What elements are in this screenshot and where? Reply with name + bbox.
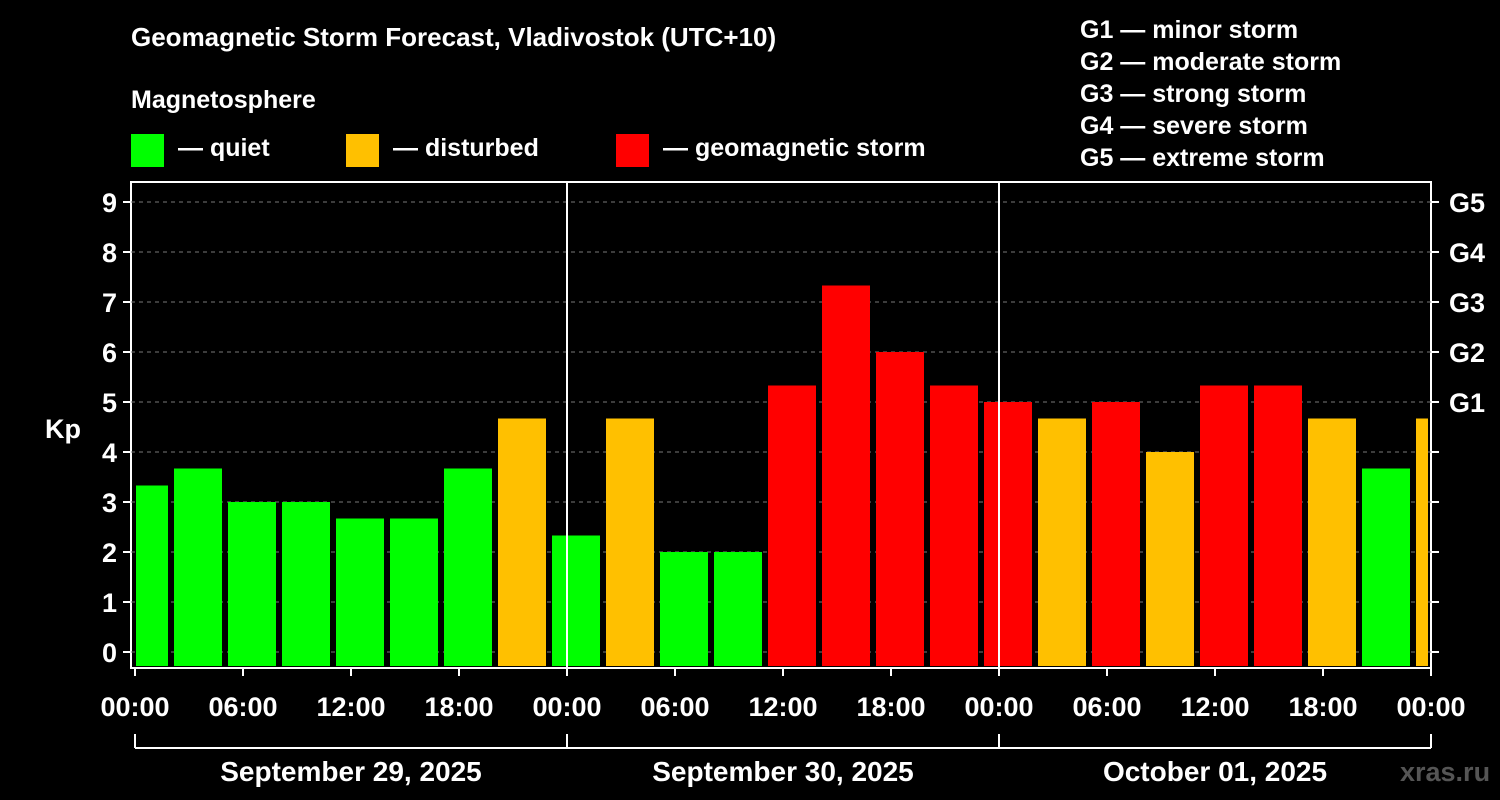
y-tick-label: 6 xyxy=(102,338,117,368)
legend-swatch-disturbed xyxy=(346,134,379,167)
kp-bar xyxy=(660,552,708,666)
y-tick-label: 2 xyxy=(102,538,117,568)
x-tick-label: 00:00 xyxy=(100,692,169,722)
x-tick-label: 06:00 xyxy=(208,692,277,722)
kp-bar xyxy=(984,402,1032,666)
kp-bar xyxy=(930,385,978,666)
y-tick-label: 7 xyxy=(102,288,117,318)
kp-bar xyxy=(1038,418,1086,666)
kp-bar xyxy=(136,485,168,666)
kp-bar xyxy=(876,352,924,666)
kp-bar xyxy=(1092,402,1140,666)
x-tick-label: 18:00 xyxy=(856,692,925,722)
legend-label-disturbed: — disturbed xyxy=(393,134,539,162)
y-axis-label: Kp xyxy=(45,414,81,444)
y-tick-label: 0 xyxy=(102,638,117,668)
storm-scale-g3: G3 — strong storm xyxy=(1080,80,1307,108)
kp-bar xyxy=(444,468,492,666)
date-label: September 30, 2025 xyxy=(652,756,914,787)
kp-bar xyxy=(1254,385,1302,666)
x-tick-label: 12:00 xyxy=(748,692,817,722)
g-level-label: G3 xyxy=(1449,288,1485,318)
storm-scale-g4: G4 — severe storm xyxy=(1080,112,1308,140)
chart-title: Geomagnetic Storm Forecast, Vladivostok … xyxy=(131,22,777,52)
kp-bar xyxy=(228,502,276,666)
x-tick-label: 00:00 xyxy=(964,692,1033,722)
kp-bar xyxy=(1146,452,1194,666)
kp-bar xyxy=(390,518,438,666)
kp-bar xyxy=(1308,418,1356,666)
kp-bar xyxy=(768,385,816,666)
chart-subtitle: Magnetosphere xyxy=(131,86,316,114)
legend-swatch-quiet xyxy=(131,134,164,167)
g-level-label: G1 xyxy=(1449,388,1485,418)
kp-bar xyxy=(174,468,222,666)
date-label: September 29, 2025 xyxy=(220,756,482,787)
kp-bar xyxy=(822,285,870,666)
x-tick-label: 06:00 xyxy=(640,692,709,722)
g-level-label: G5 xyxy=(1449,188,1485,218)
kp-bar xyxy=(714,552,762,666)
y-tick-label: 9 xyxy=(102,188,117,218)
x-tick-label: 06:00 xyxy=(1072,692,1141,722)
x-tick-label: 12:00 xyxy=(1180,692,1249,722)
y-tick-label: 1 xyxy=(102,588,117,618)
kp-bar xyxy=(606,418,654,666)
kp-bar xyxy=(336,518,384,666)
y-tick-label: 8 xyxy=(102,238,117,268)
storm-scale-list: G1 — minor storm G2 — moderate storm G3 … xyxy=(1080,14,1341,174)
x-tick-label: 12:00 xyxy=(316,692,385,722)
legend-label-storm: — geomagnetic storm xyxy=(663,134,926,162)
x-tick-label: 00:00 xyxy=(532,692,601,722)
kp-bar xyxy=(1362,468,1410,666)
plot-frame xyxy=(130,181,1432,669)
legend-swatch-storm xyxy=(616,134,649,167)
date-label: October 01, 2025 xyxy=(1103,756,1327,787)
y-tick-label: 5 xyxy=(102,388,117,418)
x-tick-label: 18:00 xyxy=(1288,692,1357,722)
legend-label-quiet: — quiet xyxy=(178,134,270,162)
storm-scale-g1: G1 — minor storm xyxy=(1080,16,1299,44)
kp-bar xyxy=(1200,385,1248,666)
kp-bar xyxy=(1416,418,1428,666)
kp-bar xyxy=(498,418,546,666)
storm-scale-g5: G5 — extreme storm xyxy=(1080,144,1325,172)
x-tick-label: 18:00 xyxy=(424,692,493,722)
storm-scale-g2: G2 — moderate storm xyxy=(1080,48,1342,76)
y-tick-label: 4 xyxy=(102,438,117,468)
kp-bar xyxy=(552,535,600,666)
y-tick-label: 3 xyxy=(102,488,117,518)
x-tick-label: 00:00 xyxy=(1396,692,1465,722)
g-level-label: G2 xyxy=(1449,338,1485,368)
kp-bar xyxy=(282,502,330,666)
watermark: xras.ru xyxy=(1400,757,1491,787)
g-level-label: G4 xyxy=(1449,238,1485,268)
